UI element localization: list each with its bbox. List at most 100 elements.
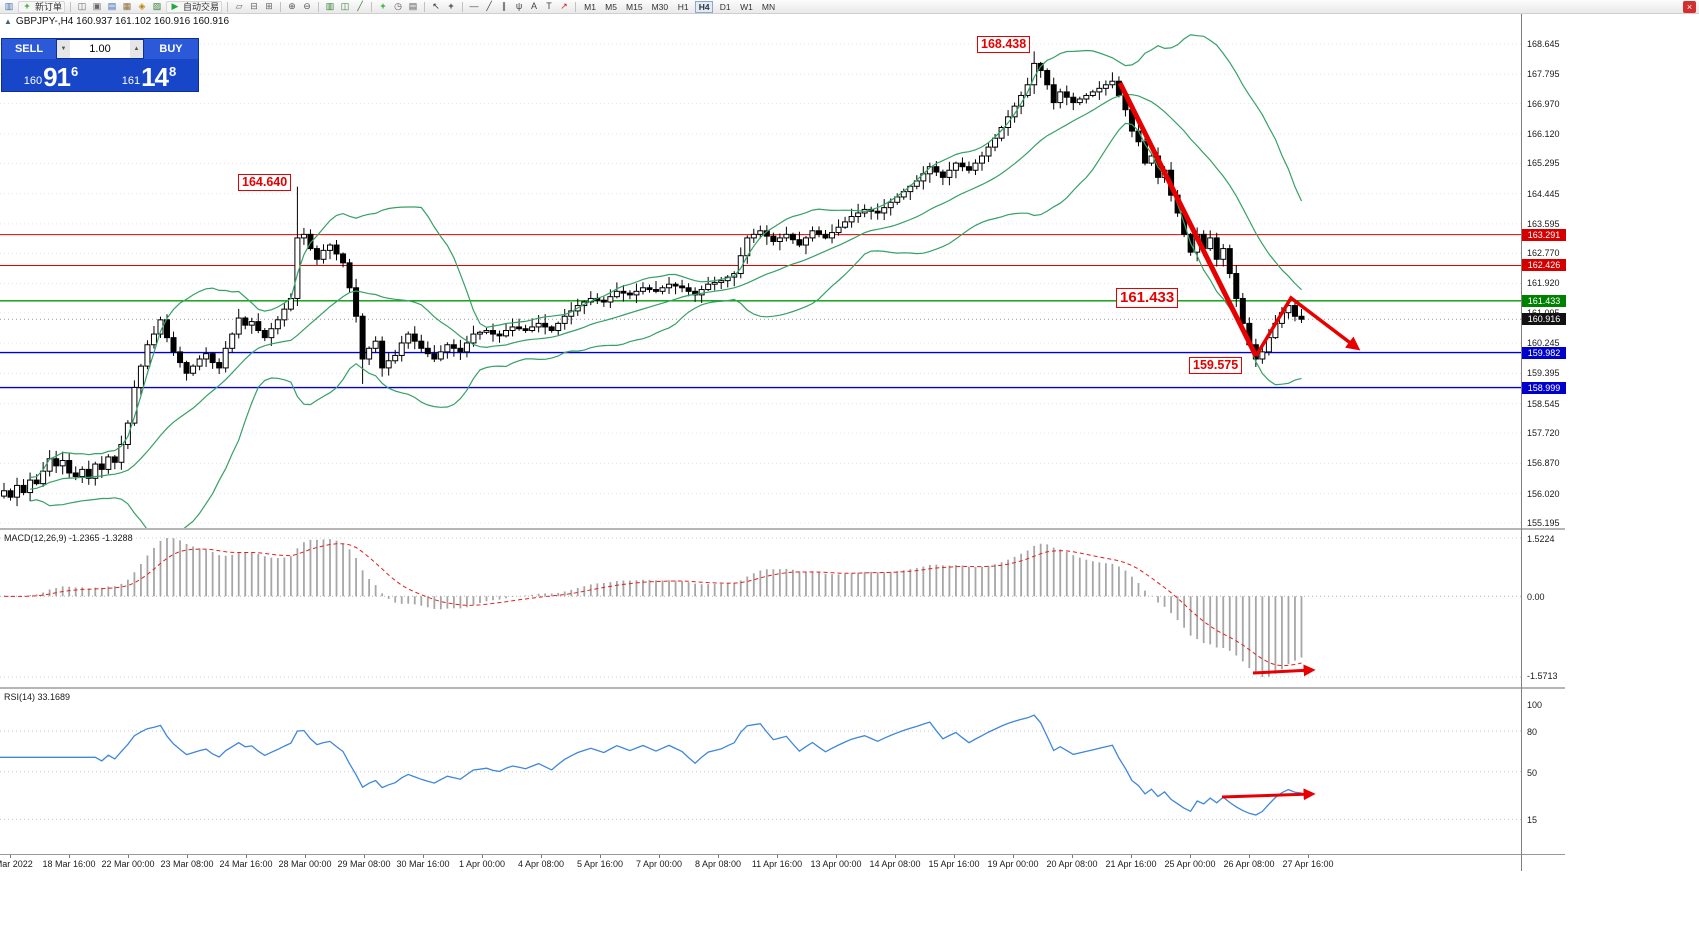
candle (424, 347, 431, 355)
rsi-panel[interactable] (0, 689, 1521, 854)
panel-separator[interactable] (0, 528, 1565, 530)
candle (405, 333, 412, 344)
time-axis[interactable]: 7 Mar 2022 18 Mar 16:00 22 Mar 00:00 23 Mar… (0, 855, 1521, 871)
candle (1018, 94, 1025, 107)
candle (183, 362, 190, 374)
candle (1083, 94, 1090, 100)
timeframe-m5-button[interactable]: M5 (602, 1, 620, 13)
candle (1089, 91, 1096, 96)
candle (711, 281, 718, 285)
new-order-button[interactable]: + 新订单 (18, 0, 66, 13)
price-annotation[interactable]: 168.438 (977, 36, 1031, 53)
price-tick-label: 163.595 (1527, 218, 1560, 229)
candlestick-mode-icon[interactable]: ◫ (340, 0, 350, 11)
templates-icon[interactable]: ▤ (408, 0, 418, 11)
timeframe-m1-button[interactable]: M1 (581, 1, 599, 13)
cursor-tool-icon[interactable]: ↖ (432, 0, 440, 11)
candle (170, 337, 177, 353)
buy-price-display[interactable]: 161 14 8 (100, 59, 198, 92)
candle (887, 201, 894, 209)
candle (320, 249, 327, 260)
candle (913, 180, 920, 187)
profiles-icon[interactable]: ▣ (92, 0, 102, 11)
candle (757, 230, 764, 235)
tile-vertically-icon[interactable]: ⊞ (265, 0, 273, 11)
zoom-out-icon[interactable]: ⊖ (303, 0, 311, 11)
timeframe-w1-button[interactable]: W1 (737, 1, 756, 13)
volume-input[interactable] (70, 40, 130, 58)
timeframe-m15-button[interactable]: M15 (623, 1, 646, 13)
time-tick (305, 855, 306, 858)
time-tick (482, 855, 483, 858)
terminal-icon[interactable]: ▨ (152, 0, 162, 11)
price-chart-panel[interactable] (0, 14, 1521, 528)
sell-price-display[interactable]: 160 91 6 (2, 59, 100, 92)
trend-arrow[interactable] (1254, 295, 1361, 357)
candle (829, 232, 836, 239)
volume-increase-button[interactable]: ▲ (130, 40, 143, 58)
zoom-in-icon[interactable]: ⊕ (288, 0, 296, 11)
trend-arrow[interactable] (1117, 81, 1259, 358)
periods-icon[interactable]: ◷ (394, 0, 402, 11)
candle (242, 317, 249, 326)
crosshair-tool-icon[interactable]: + (448, 0, 454, 11)
chart-shortcut-icon[interactable]: ▥ (4, 0, 14, 11)
buy-button[interactable]: BUY (144, 39, 198, 59)
price-annotation[interactable]: 164.640 (238, 174, 292, 191)
candle (1044, 70, 1051, 86)
timeframe-d1-button[interactable]: D1 (716, 1, 734, 13)
candle (203, 353, 210, 360)
cascade-windows-icon[interactable]: ▱ (235, 0, 243, 11)
label-tool-icon[interactable]: T (546, 0, 552, 11)
timeframe-h4-button[interactable]: H4 (695, 0, 714, 13)
candle (118, 443, 125, 463)
candle (72, 472, 79, 478)
price-tick-label: 167.795 (1527, 69, 1560, 80)
candle (476, 331, 483, 335)
timeframe-h1-button[interactable]: H1 (674, 1, 692, 13)
price-tick-label: 155.195 (1527, 517, 1560, 528)
time-tick (836, 855, 837, 858)
chart-window-icon[interactable]: ◫ (77, 0, 87, 11)
candle (7, 490, 14, 498)
channel-tool-icon[interactable]: ∥ (501, 0, 507, 11)
candle (261, 330, 268, 339)
toolbar-separator (371, 1, 373, 12)
volume-decrease-button[interactable]: ▼ (57, 40, 70, 58)
candle (1226, 248, 1233, 275)
macd-panel[interactable] (0, 530, 1521, 687)
timeframe-m30-button[interactable]: M30 (649, 1, 672, 13)
time-tick (718, 855, 719, 858)
candle (27, 479, 34, 494)
candle (568, 310, 575, 317)
horizontal-line-tool-icon[interactable]: — (469, 0, 479, 11)
timeframe-mn-button[interactable]: MN (759, 1, 778, 13)
autotrading-button[interactable]: ▶ 自动交易 (166, 0, 223, 13)
price-axis[interactable]: 1.5224 0.00 -1.5713 100 80 50 15 168.645… (1521, 14, 1699, 871)
candle (268, 328, 275, 339)
bar-chart-mode-icon[interactable]: ▥ (325, 0, 335, 11)
price-grid (0, 43, 1521, 524)
sell-button[interactable]: SELL (2, 39, 56, 59)
trend-arrow[interactable] (1221, 788, 1316, 801)
line-chart-mode-icon[interactable]: ╱ (357, 0, 363, 11)
trendline-tool-icon[interactable]: ╱ (486, 0, 492, 11)
price-annotation[interactable]: 161.433 (1116, 288, 1179, 308)
candle (333, 244, 340, 255)
trend-arrow[interactable] (1252, 664, 1316, 677)
price-annotation[interactable]: 159.575 (1189, 357, 1243, 374)
market-watch-icon[interactable]: ▤ (107, 0, 117, 11)
text-tool-icon[interactable]: A (531, 0, 538, 11)
price-tick-label: 161.095 (1527, 308, 1560, 318)
data-window-icon[interactable]: ▦ (122, 0, 132, 11)
tile-horizontally-icon[interactable]: ⊟ (250, 0, 258, 11)
candle (503, 330, 510, 337)
pitchfork-tool-icon[interactable]: ψ (515, 0, 523, 11)
candle (639, 287, 646, 292)
autotrading-label: 自动交易 (183, 2, 220, 12)
navigator-icon[interactable]: ◈ (138, 0, 146, 11)
panel-separator[interactable] (0, 687, 1565, 689)
indicators-add-icon[interactable]: + (380, 0, 386, 11)
close-icon[interactable]: × (1683, 0, 1696, 13)
arrow-tool-icon[interactable]: ↗ (560, 0, 568, 11)
